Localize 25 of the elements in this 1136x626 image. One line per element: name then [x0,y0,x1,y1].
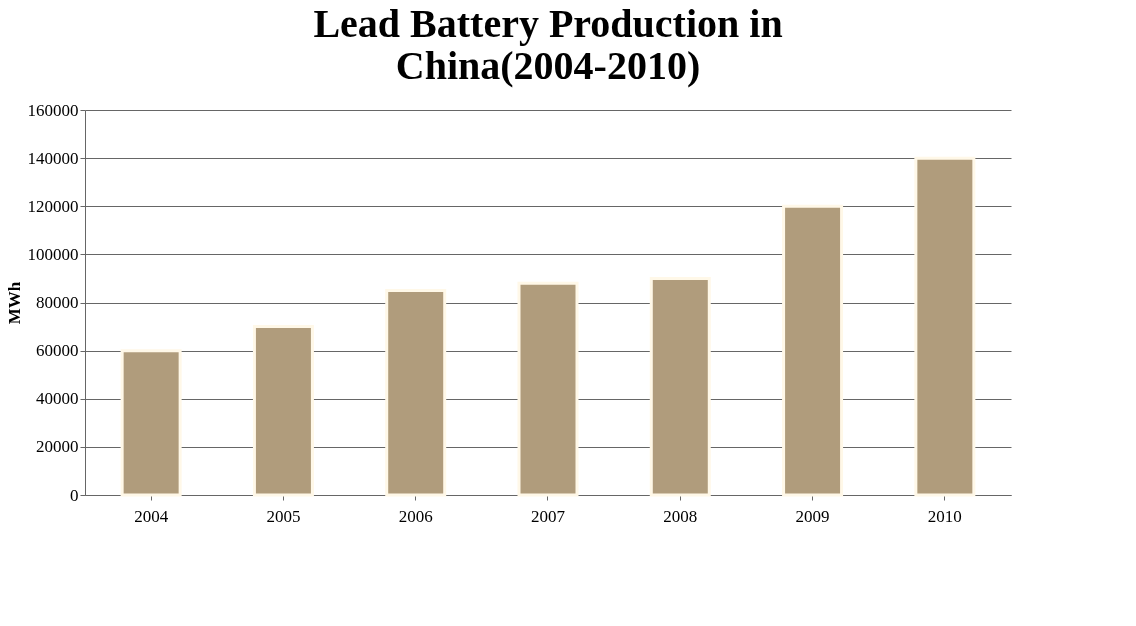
bar [385,288,447,497]
bar [649,276,711,497]
x-tick-label: 2005 [266,506,301,526]
y-tick-label: 80000 [36,293,79,312]
x-tick-label: 2008 [663,506,698,526]
x-tick-label: 2006 [398,506,433,526]
y-tick-label: 100000 [27,244,79,264]
bar [914,156,976,497]
x-tick-label: 2007 [531,506,566,526]
x-tick-label: 2010 [927,506,962,526]
bar [120,349,182,497]
y-tick-label: 160000 [27,100,79,120]
bar [252,325,314,497]
y-tick-label: 60000 [36,341,79,361]
y-tick-label: 20000 [36,437,79,457]
y-tick-label: 120000 [27,196,79,216]
bar [517,281,579,497]
y-tick-label: 40000 [36,389,79,409]
x-tick-label: 2004 [134,506,169,526]
x-tick-label: 2009 [795,506,830,526]
y-tick-label: 0 [70,485,79,505]
chart-title: Lead Battery Production in China(2004-2010) [313,1,783,88]
bar [782,204,844,497]
y-tick-label: 140000 [27,148,79,168]
y-axis-title: MWh [4,281,24,325]
